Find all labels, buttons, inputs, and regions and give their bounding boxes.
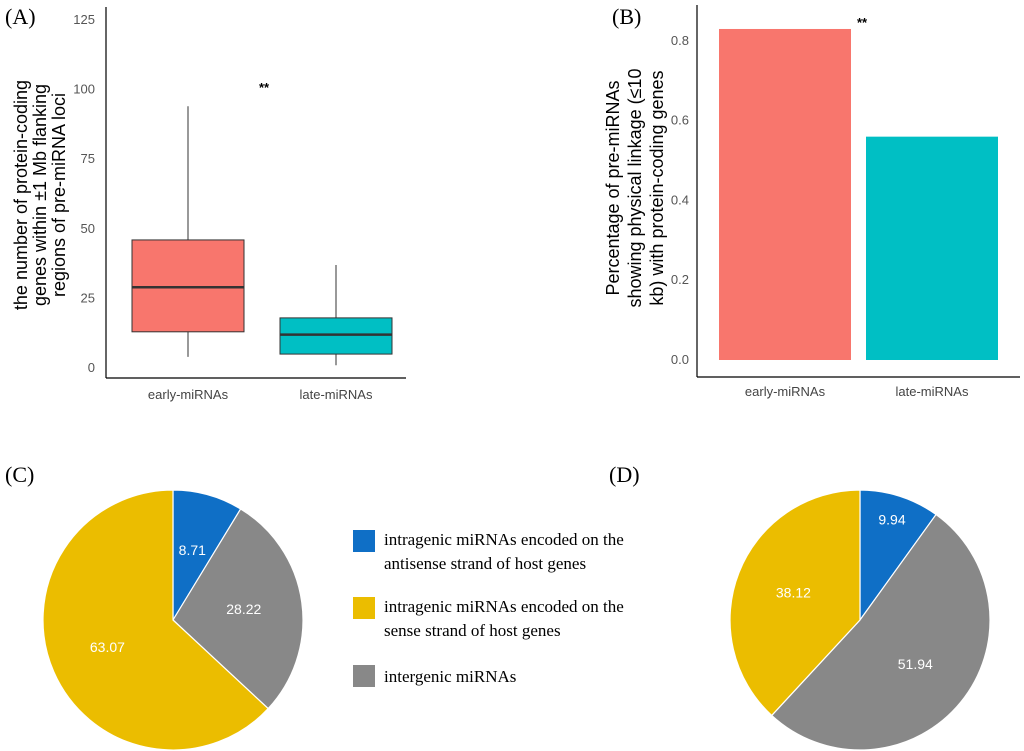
panel-b-y-tick-0-6: 0.6: [671, 113, 689, 128]
panel-b-bar-early-mirnas: [719, 28, 851, 360]
panel-d-label: (D): [609, 462, 640, 487]
panel-b-y-tick-0-8: 0.8: [671, 33, 689, 48]
panel-d-slice-intergenic: [770, 513, 991, 751]
panel-a-y-tick-100: 100: [73, 82, 95, 97]
legend-sense-line1: intragenic miRNAs encoded on the: [384, 597, 624, 616]
panel-c-pie: 8.71 28.22 63.07: [42, 489, 304, 751]
panel-b: (B) Percentage of pre-miRNAs showing phys…: [603, 4, 1020, 399]
panel-c: (C) 8.71 28.22 63.07: [5, 462, 304, 751]
panel-a-y-tick-0: 0: [88, 360, 95, 375]
panel-c-label-antisense: 8.71: [179, 542, 206, 558]
panel-a-y-ticks: 0 25 50 75 100 125: [73, 12, 95, 375]
panel-d-label-intergenic: 51.94: [898, 656, 933, 672]
panel-a-x-tick-late: late-miRNAs: [300, 387, 373, 402]
panel-b-y-tick-0-4: 0.4: [671, 192, 689, 207]
panel-b-bars: [719, 28, 998, 360]
panel-b-bar-late-mirnas: [866, 136, 998, 360]
panel-b-y-ticks: 0.0 0.2 0.4 0.6 0.8: [671, 33, 689, 367]
panel-a-box-late-mirnas: [279, 317, 393, 355]
panel-a-boxes: [131, 106, 393, 366]
panel-d-label-antisense: 9.94: [878, 512, 905, 528]
panel-a-box-early-mirnas: [131, 239, 245, 333]
panel-a-y-tick-75: 75: [81, 151, 95, 166]
panel-a: (A) the number of protein-coding genes wi…: [5, 4, 406, 402]
panel-c-slice-sense: [42, 489, 270, 751]
panel-b-y-tick-0-2: 0.2: [671, 272, 689, 287]
panel-b-label: (B): [612, 4, 641, 29]
panel-c-label-intergenic: 28.22: [226, 601, 261, 617]
panel-a-label: (A): [5, 4, 36, 29]
panel-c-label-sense: 63.07: [90, 639, 125, 655]
legend-swatch-antisense: [353, 530, 375, 552]
panel-d: (D) 9.94 51.94 38.12: [609, 462, 991, 751]
panel-a-y-label-line-3: regions of pre-miRNA loci: [49, 93, 69, 297]
panel-c-label: (C): [5, 462, 34, 487]
panel-b-y-axis-label: Percentage of pre-miRNAs showing physical…: [603, 68, 667, 307]
legend-sense-line2: sense strand of host genes: [384, 621, 561, 640]
legend-swatch-sense: [353, 597, 375, 619]
legend: intragenic miRNAs encoded on the antisen…: [353, 530, 624, 687]
panel-b-y-label-line-3: kb) with protein-coding genes: [647, 70, 667, 305]
panel-b-significance: **: [857, 15, 868, 30]
panel-a-y-axis-label: the number of protein-coding genes within…: [11, 80, 69, 310]
panel-b-x-tick-late: late-miRNAs: [896, 384, 969, 399]
panel-b-y-tick-0-0: 0.0: [671, 352, 689, 367]
legend-intergenic-line1: intergenic miRNAs: [384, 667, 516, 686]
panel-d-pie: 9.94 51.94 38.12: [729, 489, 991, 751]
panel-a-y-label-line-1: the number of protein-coding: [11, 80, 31, 310]
panel-a-y-tick-25: 25: [81, 290, 95, 305]
panel-d-slice-antisense: [859, 489, 937, 622]
legend-swatch-intergenic: [353, 665, 375, 687]
panel-a-y-label-line-2: genes within ±1 Mb flanking: [30, 84, 50, 306]
panel-a-y-tick-125: 125: [73, 12, 95, 27]
panel-a-y-tick-50: 50: [81, 221, 95, 236]
panel-b-x-tick-early: early-miRNAs: [745, 384, 826, 399]
panel-d-slice-sense: [729, 489, 861, 717]
legend-antisense-line1: intragenic miRNAs encoded on the: [384, 530, 624, 549]
panel-b-y-label-line-2: showing physical linkage (≤10: [625, 68, 645, 307]
panel-a-significance: **: [259, 80, 270, 95]
panel-d-label-sense: 38.12: [776, 585, 811, 601]
panel-b-y-label-line-1: Percentage of pre-miRNAs: [603, 80, 623, 295]
panel-a-x-tick-early: early-miRNAs: [148, 387, 229, 402]
legend-antisense-line2: antisense strand of host genes: [384, 554, 586, 573]
panel-c-slice-intergenic: [172, 508, 304, 710]
